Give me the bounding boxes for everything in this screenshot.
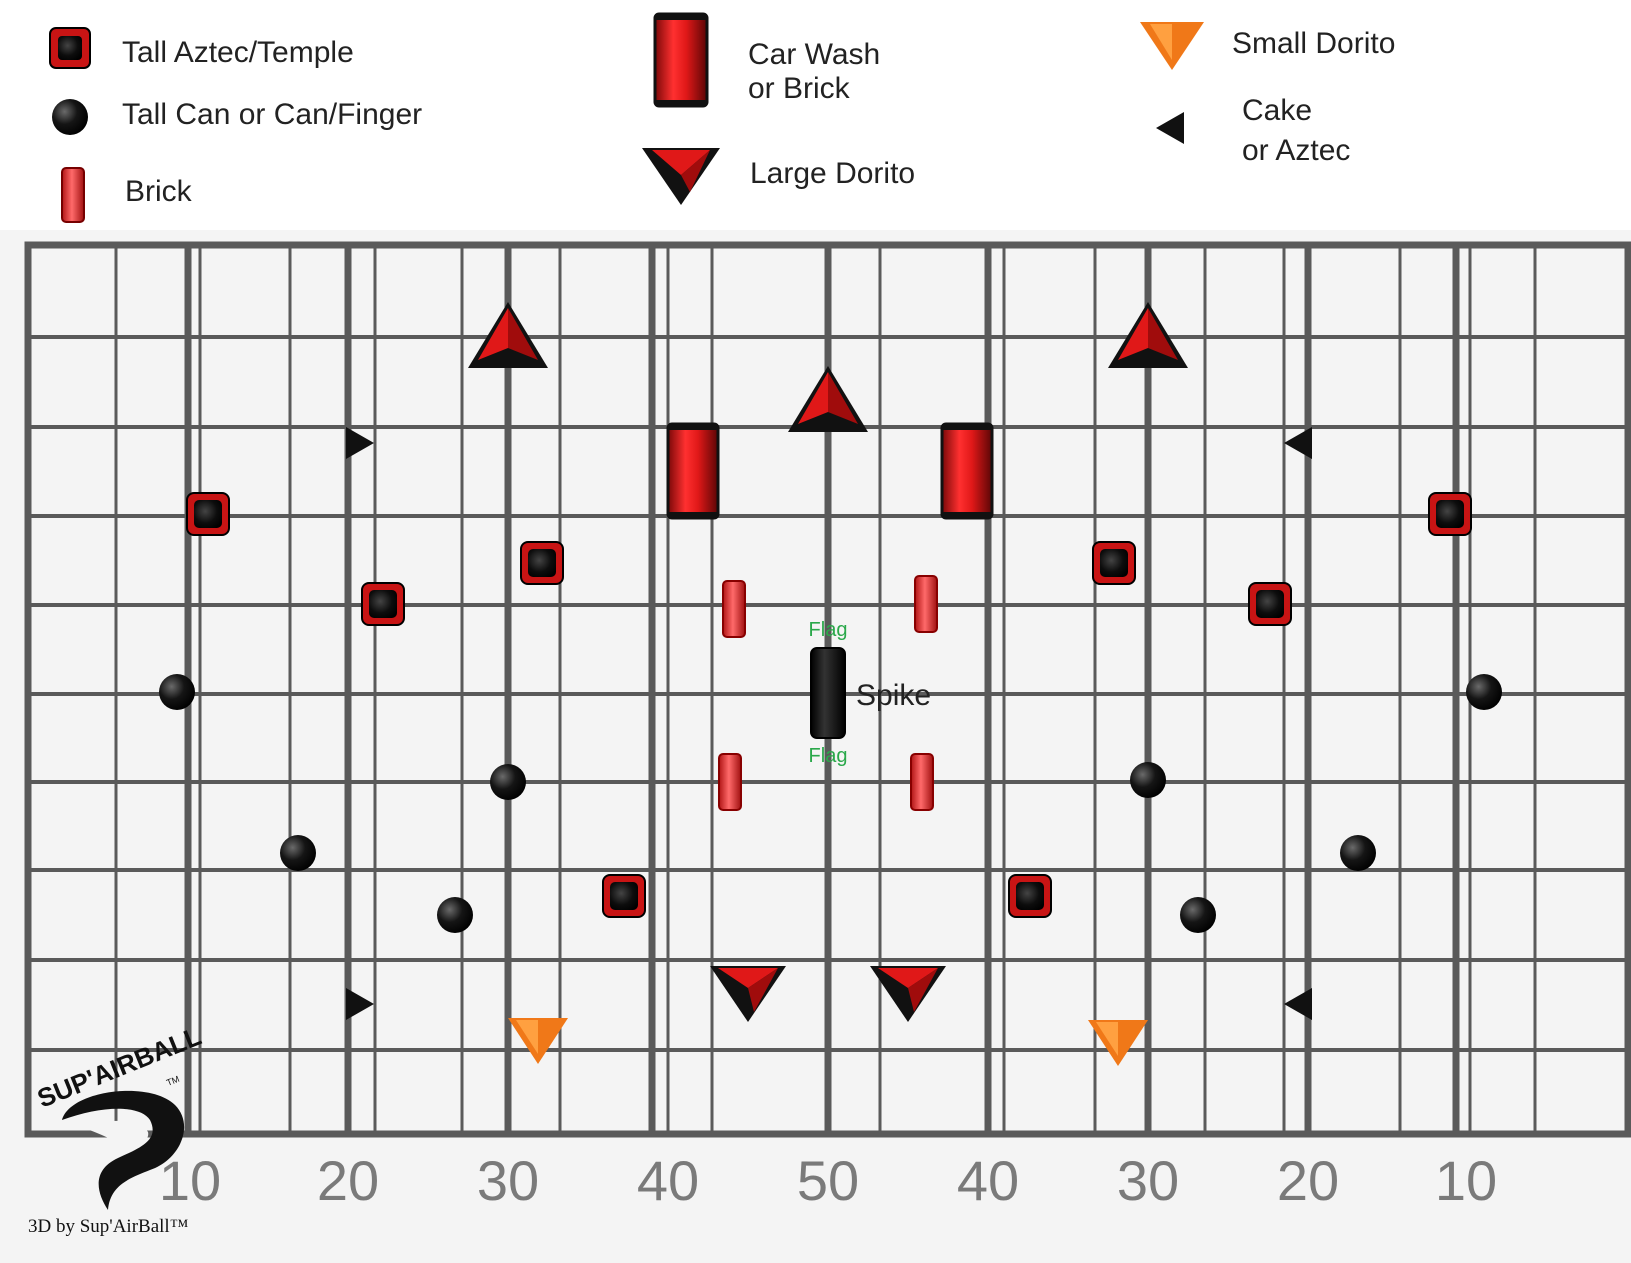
large-dorito-bunker bbox=[788, 366, 868, 432]
car-wash-bunker bbox=[666, 422, 720, 520]
large-dorito-bunker bbox=[710, 966, 786, 1022]
large-dorito-bunker bbox=[1108, 302, 1188, 368]
cake-bunker bbox=[1284, 427, 1312, 459]
legend-background bbox=[0, 0, 1631, 230]
yard-label: 30 bbox=[477, 1149, 539, 1212]
legend: Tall Aztec/Temple Tall Can or Can/Finger… bbox=[49, 12, 1395, 223]
tall-can-bunker bbox=[159, 674, 195, 710]
legend-small-dorito-label: Small Dorito bbox=[1232, 27, 1395, 60]
spike-bunker bbox=[810, 647, 846, 739]
flag-label-bottom: Flag bbox=[809, 745, 848, 767]
legend-tall-can-label: Tall Can or Can/Finger bbox=[122, 98, 422, 131]
tall-aztec-bunker bbox=[361, 582, 405, 626]
tall-aztec-bunker bbox=[1428, 492, 1472, 536]
tall-aztec-bunker bbox=[1008, 874, 1052, 918]
large-dorito-bunker bbox=[870, 966, 946, 1022]
brick-bunker bbox=[722, 580, 746, 638]
tall-can-bunker bbox=[437, 897, 473, 933]
yard-labels: 10 20 30 40 50 40 30 20 10 bbox=[159, 1149, 1497, 1212]
cake-bunker bbox=[1284, 988, 1312, 1020]
legend-car-wash-icon bbox=[653, 12, 709, 108]
brick-bunker bbox=[718, 753, 742, 811]
legend-brick-icon bbox=[61, 167, 85, 223]
large-dorito-bunker bbox=[468, 302, 548, 368]
spike-label: Spike bbox=[856, 679, 931, 712]
yard-label: 50 bbox=[797, 1149, 859, 1212]
yard-label: 20 bbox=[1277, 1149, 1339, 1212]
yard-label: 10 bbox=[159, 1149, 221, 1212]
legend-car-wash-label-1: Car Wash bbox=[748, 38, 880, 71]
cake-bunker bbox=[346, 427, 374, 459]
logo-credit: 3D by Sup'AirBall™ bbox=[28, 1216, 188, 1237]
cake-bunker bbox=[346, 988, 374, 1020]
brick-bunker bbox=[910, 753, 934, 811]
legend-tall-can-icon bbox=[52, 99, 88, 135]
yard-label: 40 bbox=[637, 1149, 699, 1212]
flag-label-top: Flag bbox=[809, 619, 848, 641]
brick-bunker bbox=[914, 575, 938, 633]
legend-large-dorito-icon bbox=[642, 148, 720, 205]
logo-tm: TM bbox=[165, 1074, 181, 1088]
tall-can-bunker bbox=[490, 764, 526, 800]
legend-tall-aztec-icon bbox=[49, 27, 91, 69]
tall-aztec-bunker bbox=[520, 541, 564, 585]
tall-aztec-bunker bbox=[1248, 582, 1292, 626]
bunkers bbox=[159, 302, 1502, 1066]
tall-can-bunker bbox=[1340, 835, 1376, 871]
car-wash-bunker bbox=[940, 422, 994, 520]
yard-label: 20 bbox=[317, 1149, 379, 1212]
yard-label: 30 bbox=[1117, 1149, 1179, 1212]
tall-aztec-bunker bbox=[186, 492, 230, 536]
legend-small-dorito-icon bbox=[1140, 22, 1204, 70]
yard-label: 40 bbox=[957, 1149, 1019, 1212]
legend-brick-label: Brick bbox=[125, 175, 193, 208]
small-dorito-bunker bbox=[1088, 1020, 1148, 1066]
legend-cake-icon bbox=[1156, 112, 1184, 144]
small-dorito-bunker bbox=[508, 1018, 568, 1064]
legend-cake-label-2: or Aztec bbox=[1242, 134, 1350, 167]
legend-car-wash-label-2: or Brick bbox=[748, 72, 851, 105]
tall-aztec-bunker bbox=[602, 874, 646, 918]
tall-aztec-bunker bbox=[1092, 541, 1136, 585]
legend-large-dorito-label: Large Dorito bbox=[750, 157, 915, 190]
tall-can-bunker bbox=[280, 835, 316, 871]
legend-cake-label-1: Cake bbox=[1242, 94, 1312, 127]
yard-label: 10 bbox=[1435, 1149, 1497, 1212]
legend-tall-aztec-label: Tall Aztec/Temple bbox=[122, 36, 354, 69]
tall-can-bunker bbox=[1466, 674, 1502, 710]
tall-can-bunker bbox=[1180, 897, 1216, 933]
logo-swoosh-icon bbox=[62, 1090, 185, 1210]
tall-can-bunker bbox=[1130, 762, 1166, 798]
